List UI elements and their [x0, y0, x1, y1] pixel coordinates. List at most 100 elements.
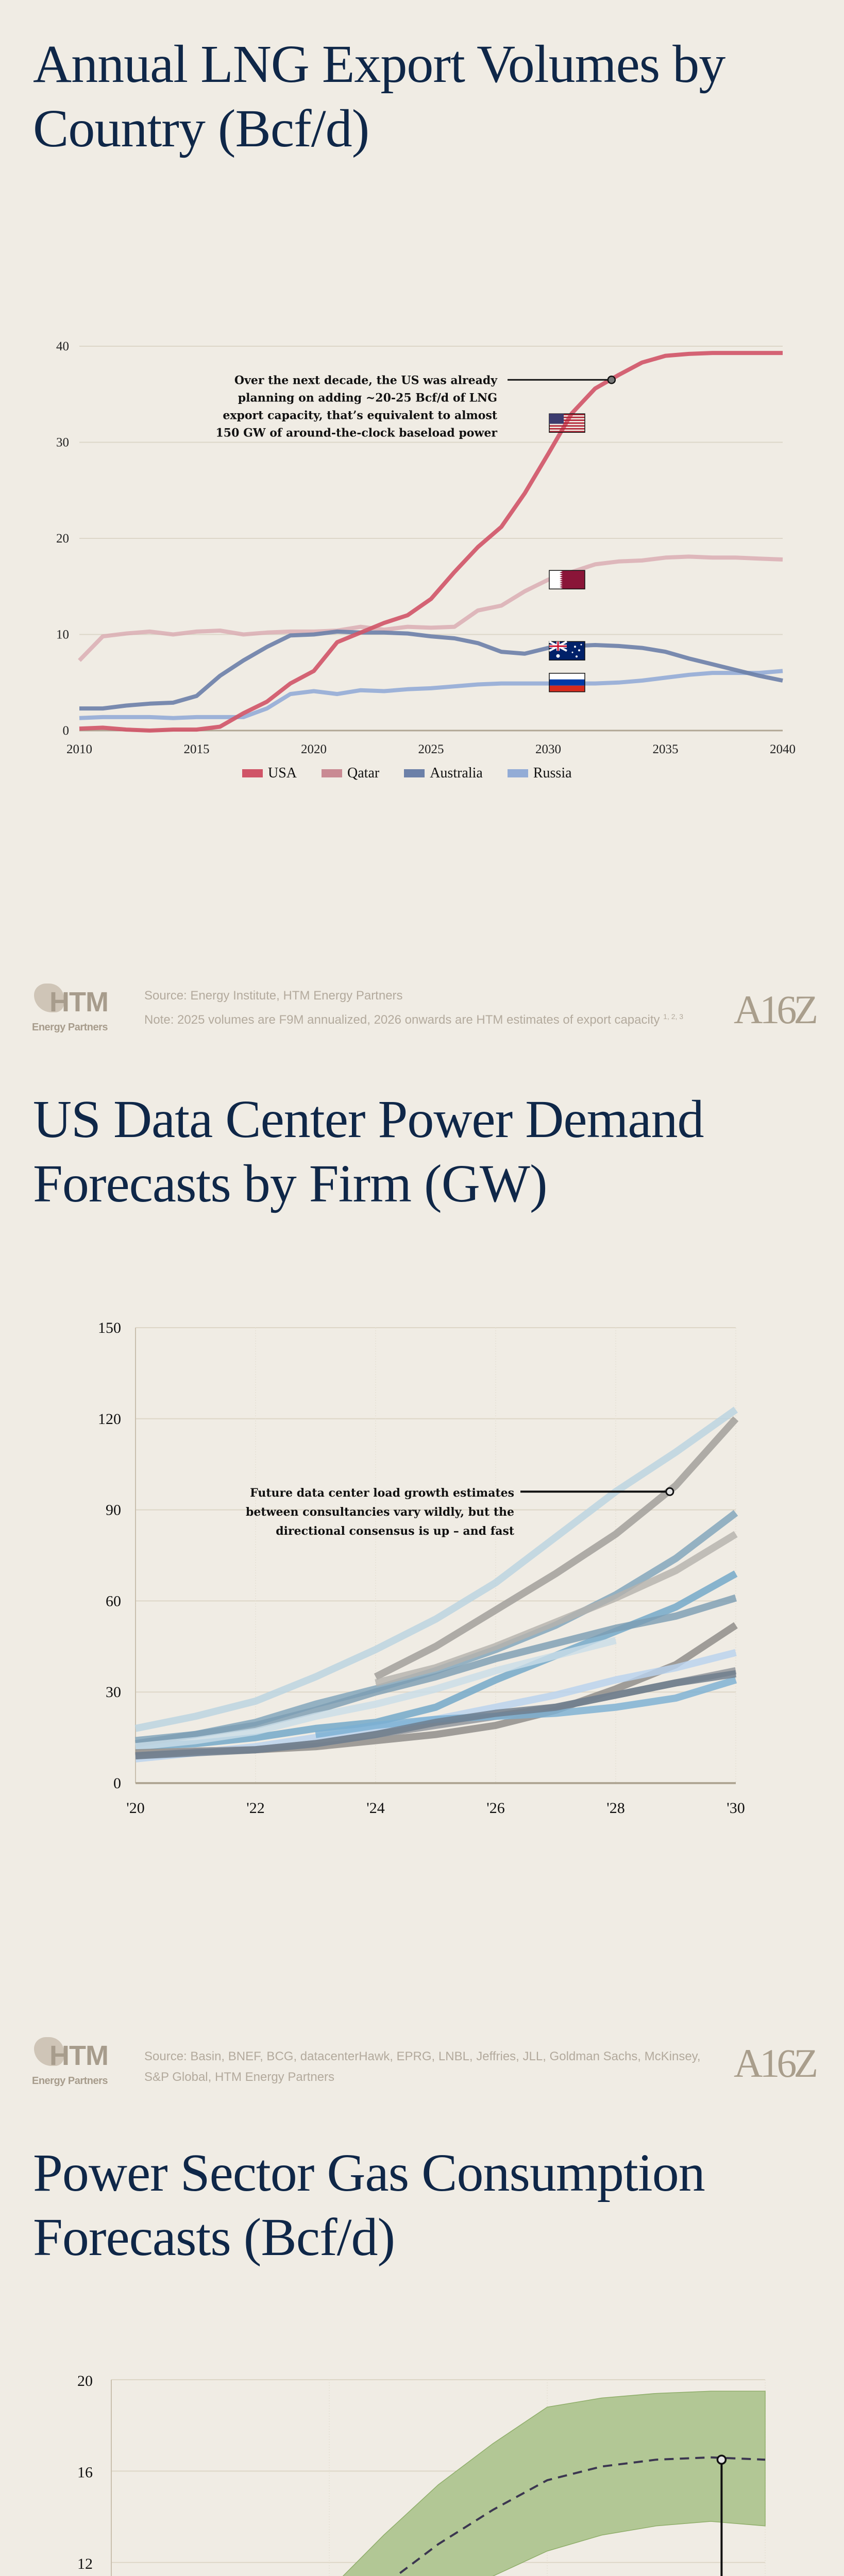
- x-tick-label: '24: [366, 1800, 384, 1817]
- htm-logo-text: HTM: [49, 987, 109, 1018]
- annotation-text-line: planning on adding ~20-25 Bcf/d of LNG: [238, 391, 497, 404]
- legend-item-usa: USA: [242, 765, 297, 782]
- legend-swatch-usa: [242, 769, 263, 777]
- chart-3-title: Power Sector Gas Consumption Forecasts (…: [33, 2141, 705, 2269]
- chart-1-legend: USA Qatar Australia Russia: [242, 765, 572, 782]
- x-tick-label: '20: [126, 1800, 144, 1817]
- x-tick-label: 2035: [653, 742, 679, 756]
- a16z-logo: A16Z: [734, 987, 818, 1032]
- flag-stripe: [549, 425, 585, 427]
- annotation-marker: [716, 2454, 727, 2465]
- title-line: US Data Center Power Demand: [33, 1090, 704, 1149]
- legend-swatch-australia: [404, 769, 425, 777]
- x-tick-label: '30: [727, 1800, 745, 1817]
- x-tick-label: 2030: [535, 742, 561, 756]
- y-tick-label: 0: [63, 724, 70, 738]
- x-tick-label: 2040: [770, 742, 796, 756]
- qatar-flag-icon: [549, 570, 585, 589]
- annotation-text-line: 150 GW of around-the-clock baseload powe…: [216, 426, 498, 439]
- legend-label: Australia: [430, 765, 483, 781]
- union-jack-cross-red: [549, 641, 567, 651]
- htm-logo-subtext: Energy Partners: [32, 1022, 108, 1033]
- russia-flag-icon: [549, 673, 585, 692]
- chart-1-footer: HTM Energy Partners Source: Energy Insti…: [32, 981, 818, 1043]
- y-tick-label: 40: [56, 340, 69, 353]
- x-tick-label: '26: [486, 1800, 504, 1817]
- flag-serrated-band: [549, 570, 563, 589]
- chart-2-footer: HTM Energy Partners Source: Basin, BNEF,…: [32, 2035, 818, 2097]
- y-tick-label: 150: [98, 1319, 121, 1336]
- x-tick-label: 2020: [301, 742, 327, 756]
- x-tick-label: 2025: [418, 742, 444, 756]
- annotation-text-line: Future data center load growth estimates: [250, 1486, 514, 1500]
- series-line: [135, 1637, 617, 1751]
- y-tick-label: 10: [56, 628, 69, 642]
- flag-star: [580, 643, 582, 646]
- legend-item-australia: Australia: [404, 765, 483, 782]
- series-line: [135, 1670, 737, 1759]
- flag-star: [556, 654, 560, 658]
- y-tick-label: 0: [113, 1775, 121, 1792]
- flag-star: [574, 646, 576, 648]
- series-line: [375, 1531, 738, 1687]
- title-line: Country (Bcf/d): [33, 99, 369, 158]
- legend-swatch-russia: [507, 769, 528, 777]
- flag-stripe: [549, 419, 585, 421]
- y-tick-label: 16: [77, 2464, 93, 2481]
- annotation-marker: [607, 376, 616, 384]
- title-line: Forecasts (Bcf/d): [33, 2208, 395, 2267]
- chart-1-title: Annual LNG Export Volumes by Country (Bc…: [33, 32, 725, 161]
- legend-label: USA: [268, 765, 297, 781]
- annotation-text-line: between consultancies vary wildly, but t…: [246, 1505, 514, 1519]
- us-flag-icon: [549, 413, 585, 433]
- annotation-text-line: directional consensus is up – and fast: [276, 1524, 515, 1538]
- x-tick-label: '28: [606, 1800, 624, 1817]
- flag-star: [578, 649, 580, 652]
- y-tick-label: 30: [56, 436, 69, 450]
- series-line-australia: [79, 629, 783, 711]
- x-tick-label: 2015: [184, 742, 210, 756]
- source-text: Source: Energy Institute, HTM Energy Par…: [144, 986, 711, 1030]
- htm-logo-subtext: Energy Partners: [32, 2075, 108, 2087]
- annotation-marker: [665, 1487, 674, 1496]
- flag-stripe-white: [549, 673, 585, 680]
- legend-swatch-qatar: [322, 769, 343, 777]
- y-tick-label: 60: [106, 1592, 121, 1609]
- note-line: Note: 2025 volumes are F9M annualized, 2…: [144, 1006, 711, 1030]
- x-tick-label: '22: [246, 1800, 264, 1817]
- series-line-current: [394, 2456, 766, 2576]
- y-tick-label: 20: [77, 2372, 93, 2389]
- series-line: [374, 1416, 739, 1680]
- flag-stripe: [549, 416, 585, 418]
- htm-logo: HTM Energy Partners: [32, 981, 130, 1043]
- annotation-text-line: export capacity, that’s equivalent to al…: [223, 409, 497, 422]
- flag-stripe-blue: [549, 679, 585, 686]
- series-line: [134, 1594, 737, 1748]
- flag-border: [549, 673, 585, 692]
- australia-flag-icon: [549, 640, 585, 660]
- y-tick-label: 30: [106, 1684, 121, 1701]
- data-center-demand-chart: 0 30 60 90 120 150 '20 '22 '24 '26 '28 '30 Future da…: [98, 1319, 745, 1817]
- flag-stripe: [549, 431, 585, 433]
- note-text: Note: 2025 volumes are F9M annualized, 2…: [144, 1013, 660, 1027]
- annotation-text-line: Over the next decade, the US was already: [234, 374, 498, 387]
- htm-logo-text: HTM: [49, 2040, 109, 2071]
- flag-star: [571, 651, 573, 653]
- flag-star: [576, 655, 578, 658]
- series-line: [315, 1676, 737, 1738]
- flag-stripe: [549, 428, 585, 430]
- title-line: Annual LNG Export Volumes by: [33, 35, 725, 94]
- y-tick-label: 90: [106, 1502, 121, 1519]
- htm-logo: HTM Energy Partners: [32, 2035, 130, 2097]
- legend-label: Russia: [533, 765, 572, 781]
- a16z-logo: A16Z: [734, 2041, 818, 2086]
- y-tick-label: 120: [98, 1411, 121, 1428]
- y-tick-label: 20: [56, 532, 69, 546]
- legend-label: Qatar: [347, 765, 380, 781]
- series-line-qatar: [78, 554, 783, 662]
- series-line: [134, 1406, 738, 1732]
- series-line-russia: [79, 669, 783, 720]
- gas-consumption-chart: 048121620'24'28'32'36Including coal reti…: [77, 2372, 766, 2576]
- flag-stripe: [549, 422, 585, 424]
- y-tick-label: 12: [77, 2555, 93, 2572]
